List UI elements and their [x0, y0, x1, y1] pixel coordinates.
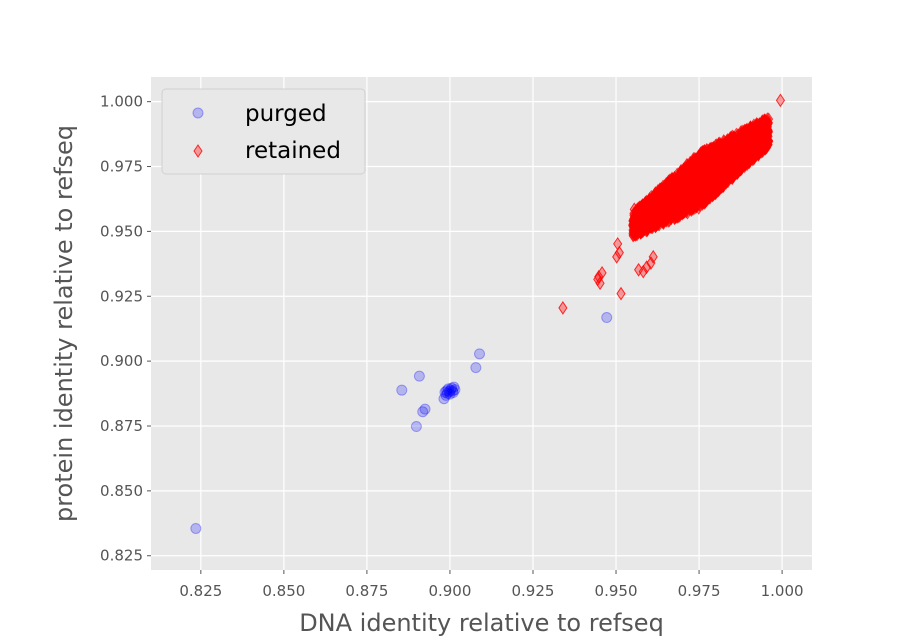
y-axis-label: protein identity relative to refseq — [50, 125, 78, 522]
purged-point — [419, 403, 431, 415]
x-tick-label: 0.825 — [179, 582, 222, 600]
legend-label-purged: purged — [245, 101, 327, 127]
legend-label-retained: retained — [245, 138, 341, 164]
purged-point — [190, 522, 202, 534]
y-tick-label: 0.850 — [100, 482, 143, 500]
y-tick-label: 1.000 — [100, 93, 143, 111]
x-tick-label: 0.850 — [262, 582, 305, 600]
y-tick-label: 0.925 — [100, 287, 143, 305]
purged-point — [447, 387, 459, 399]
y-tick-label: 0.950 — [100, 222, 143, 240]
x-tick-label: 0.975 — [678, 582, 721, 600]
legend: purged retained — [161, 88, 366, 175]
x-tick-label: 0.925 — [512, 582, 555, 600]
grid — [151, 77, 812, 570]
purged-point — [396, 384, 408, 396]
y-tick-label: 0.875 — [100, 417, 143, 435]
x-tick-label: 0.900 — [428, 582, 471, 600]
legend-marker-purged — [192, 107, 204, 119]
purged-point — [474, 348, 486, 360]
tick-labels: 0.825 0.850 0.875 0.900 0.925 0.950 0.975 1.000… — [100, 93, 804, 600]
y-tick-label: 0.900 — [100, 352, 143, 370]
purged-point — [601, 312, 613, 324]
x-tick-label: 1.000 — [761, 582, 804, 600]
x-tick-label: 0.950 — [595, 582, 638, 600]
data-points — [190, 93, 786, 534]
x-axis-label: DNA identity relative to refseq — [299, 609, 664, 637]
purged-point — [470, 362, 482, 374]
purged-point — [410, 421, 422, 433]
x-tick-label: 0.875 — [345, 582, 388, 600]
y-tick-label: 0.825 — [100, 547, 143, 565]
purged-point — [413, 370, 425, 382]
y-tick-label: 0.975 — [100, 158, 143, 176]
